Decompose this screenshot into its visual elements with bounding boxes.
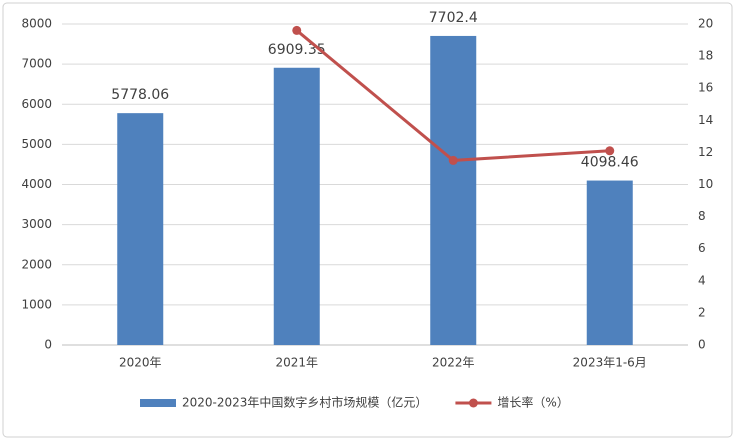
legend-label: 2020-2023年中国数字乡村市场规模（亿元） [182,395,427,410]
line-point [448,155,458,165]
y-tick-label: 7000 [21,57,52,71]
x-tick-label: 2020年 [119,356,162,370]
y2-tick-label: 0 [698,338,706,352]
x-tick-label: 2023年1-6月 [573,356,647,370]
bar [430,35,477,346]
line-point [605,146,615,156]
y-tick-label: 1000 [21,297,52,311]
legend-swatch [468,398,478,408]
y2-tick-label: 20 [698,17,713,31]
y2-tick-label: 10 [698,177,713,191]
y2-tick-label: 2 [698,305,706,319]
y-tick-label: 5000 [21,137,52,151]
y-tick-label: 8000 [21,17,52,31]
legend-swatch [140,399,176,407]
y-tick-label: 4000 [21,177,52,191]
data-label: 6909.35 [268,42,326,58]
y2-tick-label: 12 [698,145,713,159]
y2-tick-label: 16 [698,81,713,95]
y2-tick-label: 18 [698,49,713,63]
y2-tick-label: 14 [698,113,713,127]
y2-tick-label: 6 [698,241,706,255]
x-tick-label: 2022年 [432,356,475,370]
data-label: 5778.06 [111,87,169,103]
y-tick-label: 0 [44,338,52,352]
y2-tick-label: 4 [698,273,706,287]
data-label: 7702.4 [429,10,478,26]
bar [586,180,633,345]
line-point [292,25,302,35]
y-tick-label: 3000 [21,217,52,231]
bar [117,113,164,346]
y-tick-label: 6000 [21,97,52,111]
legend-label: 增长率（%） [497,395,568,410]
x-tick-label: 2021年 [275,356,318,370]
data-label: 4098.46 [581,155,639,171]
bar [273,67,320,345]
y-tick-label: 2000 [21,257,52,271]
y2-tick-label: 8 [698,209,706,223]
